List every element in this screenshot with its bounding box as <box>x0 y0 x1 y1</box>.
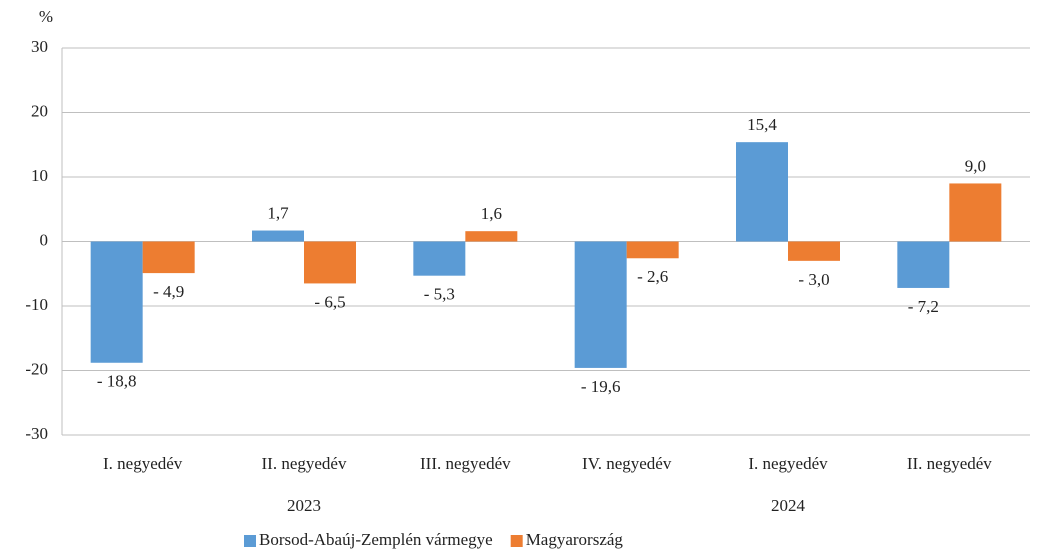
data-label: - 6,5 <box>314 292 345 311</box>
data-label: - 7,2 <box>908 297 939 316</box>
data-label: 1,7 <box>267 203 289 222</box>
legend-label: Magyarország <box>526 530 624 549</box>
data-label: 15,4 <box>747 115 777 134</box>
y-tick-label: 10 <box>31 166 48 185</box>
data-label: - 2,6 <box>637 267 668 286</box>
bar <box>413 241 466 276</box>
data-label: - 18,8 <box>97 372 137 391</box>
x-tick-label: IV. negyedév <box>582 454 672 473</box>
y-unit-label: % <box>39 7 53 26</box>
bar <box>897 241 950 288</box>
data-label: - 5,3 <box>424 285 455 304</box>
bar <box>736 142 788 242</box>
y-tick-label: 30 <box>31 37 48 56</box>
x-tick-label: I. negyedév <box>748 454 828 473</box>
y-tick-label: -30 <box>25 424 48 443</box>
data-label: - 3,0 <box>798 270 829 289</box>
x-tick-label: II. negyedév <box>907 454 992 473</box>
legend-label: Borsod-Abaúj-Zemplén vármegye <box>259 530 493 549</box>
x-group-label: 2023 <box>287 496 321 515</box>
x-tick-label: II. negyedév <box>262 454 347 473</box>
bar <box>949 183 1002 242</box>
y-tick-label: -10 <box>25 295 48 314</box>
y-tick-label: -20 <box>25 359 48 378</box>
legend-swatch <box>244 535 256 547</box>
bar <box>252 230 304 242</box>
bar <box>788 241 840 261</box>
bar <box>90 241 143 363</box>
y-tick-label: 0 <box>40 230 49 249</box>
bar <box>465 231 518 242</box>
x-tick-label: I. negyedév <box>103 454 183 473</box>
x-tick-label: III. negyedév <box>420 454 511 473</box>
data-label: - 19,6 <box>581 377 621 396</box>
bar <box>142 241 195 274</box>
data-label: - 4,9 <box>153 282 184 301</box>
x-group-label: 2024 <box>771 496 806 515</box>
bar <box>304 241 356 284</box>
y-tick-label: 20 <box>31 101 48 120</box>
data-label: 9,0 <box>965 156 986 175</box>
legend-swatch <box>510 535 523 547</box>
bar <box>574 241 627 368</box>
data-label: 1,6 <box>481 204 502 223</box>
bar <box>626 241 679 259</box>
